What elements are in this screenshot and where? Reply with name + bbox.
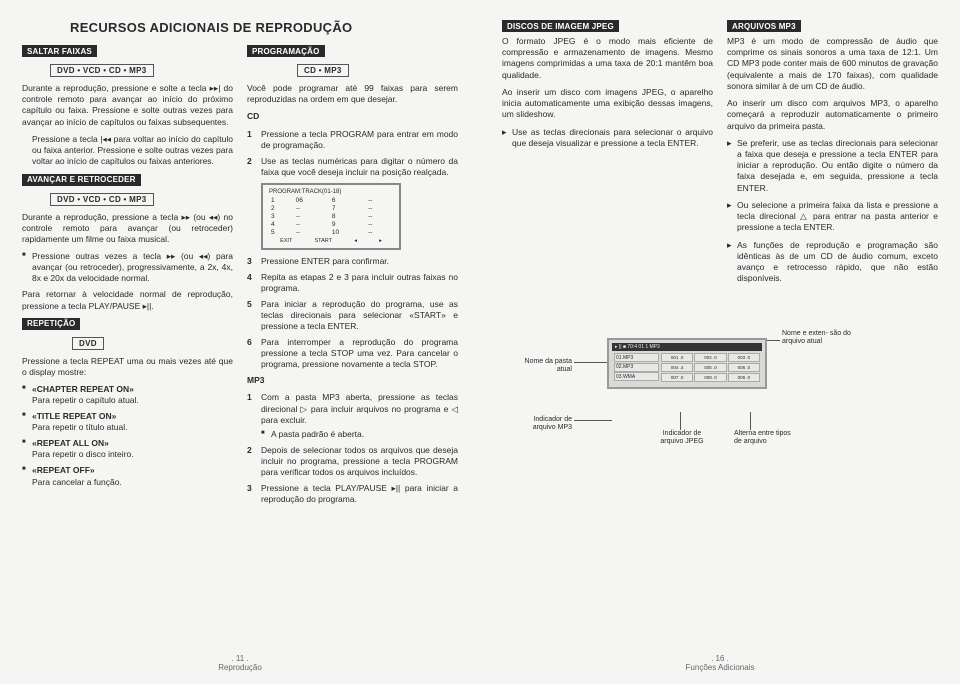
columns: SALTAR FAIXAS DVD • VCD • CD • MP3 Duran… <box>22 45 458 510</box>
file-grid: 001 .0 002 .0 003 .0 004 .4 005 .0 006 .… <box>661 353 760 382</box>
display-topbar: ▸ || ■ 70:4 01 1 MP3 <box>612 343 762 351</box>
mp3-sub: A pasta padrão é aberta. <box>247 429 458 440</box>
step: Pressione ENTER para confirmar. <box>247 256 458 267</box>
arrow-item: Ou selecione a primeira faixa da lista e… <box>727 200 938 234</box>
step: Para interromper a reprodução do program… <box>247 337 458 370</box>
label-saltar: SALTAR FAIXAS <box>22 45 97 57</box>
mp3-steps: Com a pasta MP3 aberta, pressione as tec… <box>247 392 458 425</box>
para: Ao inserir um disco com arquivos MP3, o … <box>727 98 938 132</box>
col-1: DISCOS DE IMAGEM JPEG O formato JPEG é o… <box>502 20 713 290</box>
arrow-item: As funções de reprodução e programação s… <box>727 240 938 285</box>
bullet: Pressione outras vezes a tecla ▸▸ (ou ◂◂… <box>22 251 233 284</box>
para: Pressione a tecla REPEAT uma ou mais vez… <box>22 356 233 378</box>
para: Você pode programar até 99 faixas para s… <box>247 83 458 105</box>
para: O formato JPEG é o modo mais eficiente d… <box>502 36 713 81</box>
bullet: «TITLE REPEAT ON»Para repetir o título a… <box>22 411 233 433</box>
page-11: RECURSOS ADICIONAIS DE REPRODUÇÃO SALTAR… <box>0 0 480 684</box>
device-diagram: Nome da pasta atual Indicador de arquivo… <box>502 300 938 460</box>
mp3-steps-cont: Depois de selecionar todos os arquivos q… <box>247 445 458 505</box>
label-jpeg: DISCOS DE IMAGEM JPEG <box>502 20 619 32</box>
cd-label: CD <box>247 111 458 122</box>
para: MP3 é um modo de compressão de áudio que… <box>727 36 938 92</box>
badge-programacao: CD • MP3 <box>297 64 349 77</box>
step: Repita as etapas 2 e 3 para incluir outr… <box>247 272 458 294</box>
para: Ao inserir um disco com imagens JPEG, o … <box>502 87 713 121</box>
callout-mp3ind: Indicador de arquivo MP3 <box>512 416 572 431</box>
badge-avancar: DVD • VCD • CD • MP3 <box>50 193 154 206</box>
folder-list: 01.MP3 02.MP3 03.WMA <box>614 353 659 382</box>
bullet: «CHAPTER REPEAT ON»Para repetir o capítu… <box>22 384 233 406</box>
arrow-list: Se preferir, use as teclas direcionais p… <box>727 138 938 285</box>
main-title: RECURSOS ADICIONAIS DE REPRODUÇÃO <box>70 20 458 35</box>
footer-left: . 11 . Reprodução <box>218 654 262 672</box>
label-programacao: PROGRAMAÇÃO <box>247 45 325 57</box>
columns: DISCOS DE IMAGEM JPEG O formato JPEG é o… <box>502 20 938 290</box>
step: Use as teclas numéricas para digitar o n… <box>247 156 458 178</box>
arrow-list: Use as teclas direcionais para seleciona… <box>502 127 713 149</box>
callout-folder: Nome da pasta atual <box>512 358 572 373</box>
col-2: PROGRAMAÇÃO CD • MP3 Você pode programar… <box>247 45 458 510</box>
prog-table: 1066-- 2--7-- 3--8-- 4--9-- 5--10-- <box>269 197 393 237</box>
label-avancar: AVANÇAR E RETROCEDER <box>22 174 141 186</box>
prog-hdr: PROGRAM:TRACK(01-18) <box>269 189 393 195</box>
col-1: SALTAR FAIXAS DVD • VCD • CD • MP3 Duran… <box>22 45 233 510</box>
step: Com a pasta MP3 aberta, pressione as tec… <box>247 392 458 425</box>
cd-steps: Pressione a tecla PROGRAM para entrar em… <box>247 129 458 178</box>
cd-steps-cont: Pressione ENTER para confirmar. Repita a… <box>247 256 458 370</box>
callout-toggle: Alterna entre tipos de arquivo <box>734 430 794 445</box>
para: Pressione a tecla |◂◂ para voltar ao iní… <box>22 134 233 168</box>
footer-right: . 16 . Funções Adicionais <box>686 654 755 672</box>
para: Durante a reprodução, pressione a tecla … <box>22 212 233 246</box>
arrow-item: Se preferir, use as teclas direcionais p… <box>727 138 938 194</box>
badge-saltar: DVD • VCD • CD • MP3 <box>50 64 154 77</box>
callout-filename: Nome e exten- são do arquivo atual <box>782 330 852 345</box>
prog-ftr: EXIT START ◂ ▸ <box>269 238 393 244</box>
callout-jpegind: Indicador de arquivo JPEG <box>652 430 712 445</box>
step: Pressione a tecla PLAY/PAUSE ▸|| para in… <box>247 483 458 505</box>
label-mp3: ARQUIVOS MP3 <box>727 20 801 32</box>
bullet-list: Pressione outras vezes a tecla ▸▸ (ou ◂◂… <box>22 251 233 284</box>
col-2: ARQUIVOS MP3 MP3 é um modo de compressão… <box>727 20 938 290</box>
step: Para iniciar a reprodução do programa, u… <box>247 299 458 332</box>
repeat-list: «CHAPTER REPEAT ON»Para repetir o capítu… <box>22 384 233 487</box>
step: Depois de selecionar todos os arquivos q… <box>247 445 458 478</box>
page-16: DISCOS DE IMAGEM JPEG O formato JPEG é o… <box>480 0 960 684</box>
arrow-item: Use as teclas direcionais para seleciona… <box>502 127 713 149</box>
bullet: «REPEAT ALL ON»Para repetir o disco inte… <box>22 438 233 460</box>
mp3-label: MP3 <box>247 375 458 386</box>
para: Durante a reprodução, pressione e solte … <box>22 83 233 128</box>
label-repeticao: REPETIÇÃO <box>22 318 80 330</box>
bullet: «REPEAT OFF»Para cancelar a função. <box>22 465 233 487</box>
badge-repeticao: DVD <box>72 337 104 350</box>
program-box: PROGRAM:TRACK(01-18) 1066-- 2--7-- 3--8-… <box>261 183 401 250</box>
para: Para retornar à velocidade normal de rep… <box>22 289 233 311</box>
step: Pressione a tecla PROGRAM para entrar em… <box>247 129 458 151</box>
device-display: ▸ || ■ 70:4 01 1 MP3 01.MP3 02.MP3 03.WM… <box>607 338 767 389</box>
